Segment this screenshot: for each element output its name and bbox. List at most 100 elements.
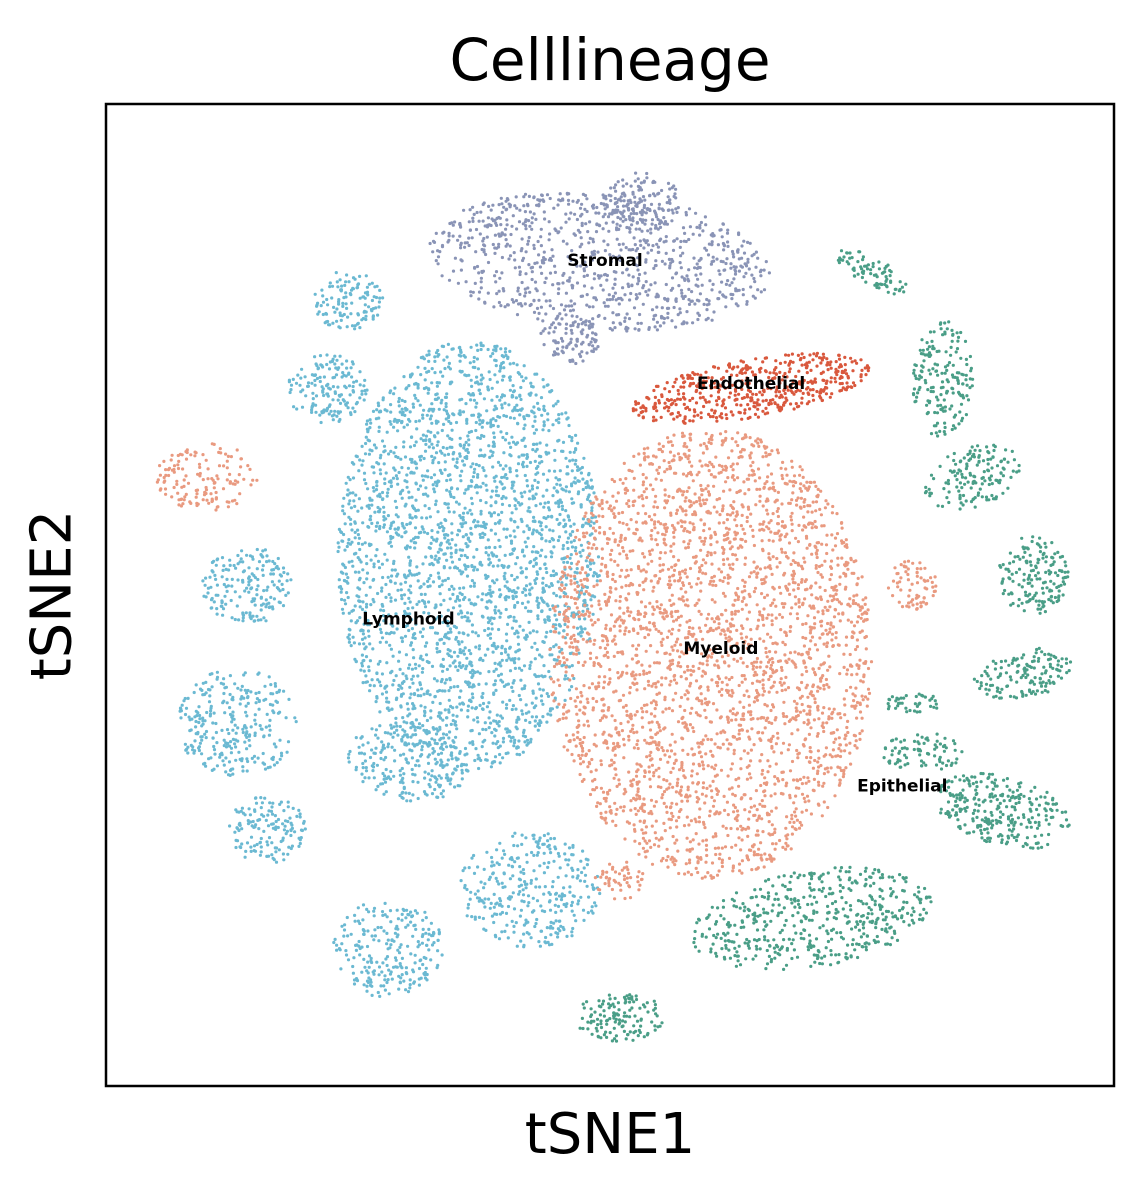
point bbox=[213, 573, 217, 578]
point bbox=[389, 599, 393, 603]
point bbox=[441, 736, 446, 740]
point bbox=[516, 631, 520, 635]
point bbox=[732, 365, 736, 369]
point bbox=[585, 351, 589, 355]
point bbox=[713, 409, 717, 413]
point bbox=[682, 385, 686, 389]
point bbox=[451, 457, 455, 461]
point bbox=[644, 260, 648, 264]
point bbox=[530, 270, 534, 274]
point bbox=[423, 366, 427, 370]
point bbox=[438, 725, 442, 729]
point bbox=[524, 567, 529, 571]
point bbox=[613, 277, 617, 281]
point bbox=[444, 402, 448, 406]
point bbox=[456, 281, 460, 285]
point bbox=[615, 226, 619, 230]
point bbox=[768, 398, 773, 403]
point bbox=[427, 409, 431, 413]
point bbox=[202, 594, 206, 598]
point bbox=[693, 266, 697, 270]
point bbox=[565, 472, 569, 476]
point bbox=[513, 666, 518, 671]
point bbox=[775, 388, 779, 392]
point bbox=[356, 313, 360, 317]
point bbox=[514, 562, 518, 566]
point bbox=[417, 419, 421, 423]
point bbox=[717, 269, 721, 273]
point bbox=[425, 413, 429, 417]
point bbox=[403, 601, 407, 606]
point bbox=[548, 196, 552, 201]
point bbox=[503, 577, 507, 581]
point bbox=[436, 420, 440, 424]
point bbox=[586, 573, 590, 577]
point bbox=[403, 580, 408, 584]
point bbox=[294, 720, 298, 724]
point bbox=[496, 494, 501, 498]
point bbox=[233, 723, 237, 727]
point bbox=[424, 653, 429, 657]
point bbox=[658, 225, 663, 229]
point bbox=[540, 548, 544, 552]
point bbox=[570, 314, 574, 318]
point bbox=[408, 571, 412, 575]
point bbox=[554, 317, 558, 321]
point bbox=[596, 274, 601, 278]
point bbox=[500, 475, 504, 480]
point bbox=[479, 656, 483, 661]
point bbox=[246, 688, 250, 693]
point bbox=[456, 654, 460, 658]
point bbox=[671, 248, 676, 252]
point bbox=[691, 232, 695, 236]
point bbox=[381, 396, 385, 400]
point bbox=[380, 672, 384, 676]
point bbox=[532, 299, 536, 303]
point bbox=[459, 689, 463, 693]
point bbox=[673, 399, 677, 403]
point bbox=[542, 640, 546, 645]
point bbox=[478, 671, 482, 675]
point bbox=[695, 262, 699, 266]
point bbox=[702, 302, 706, 306]
point bbox=[530, 277, 534, 282]
point bbox=[504, 632, 509, 636]
point bbox=[470, 692, 474, 696]
point bbox=[535, 289, 539, 293]
point bbox=[644, 211, 648, 215]
point bbox=[272, 583, 276, 587]
point bbox=[390, 669, 394, 674]
point bbox=[602, 239, 606, 243]
point bbox=[255, 567, 259, 571]
point bbox=[423, 605, 428, 609]
point bbox=[416, 487, 420, 491]
point bbox=[221, 568, 225, 573]
point bbox=[479, 378, 483, 382]
point bbox=[464, 542, 468, 546]
point bbox=[436, 255, 441, 259]
point bbox=[562, 271, 566, 276]
point bbox=[707, 302, 711, 306]
point bbox=[455, 727, 459, 731]
point bbox=[652, 415, 656, 419]
point bbox=[427, 359, 431, 363]
point bbox=[414, 622, 418, 626]
point bbox=[505, 242, 509, 246]
point bbox=[495, 554, 499, 559]
point bbox=[361, 568, 365, 572]
point bbox=[542, 385, 546, 389]
point bbox=[617, 242, 621, 247]
point bbox=[627, 214, 632, 219]
point bbox=[430, 367, 434, 371]
point bbox=[494, 688, 498, 693]
point bbox=[459, 241, 463, 245]
point bbox=[493, 679, 498, 683]
point bbox=[561, 239, 566, 243]
point bbox=[564, 291, 569, 295]
point bbox=[460, 548, 465, 552]
point bbox=[702, 384, 706, 388]
point bbox=[272, 763, 277, 767]
point bbox=[253, 597, 257, 601]
point bbox=[269, 572, 273, 576]
point bbox=[340, 314, 344, 318]
